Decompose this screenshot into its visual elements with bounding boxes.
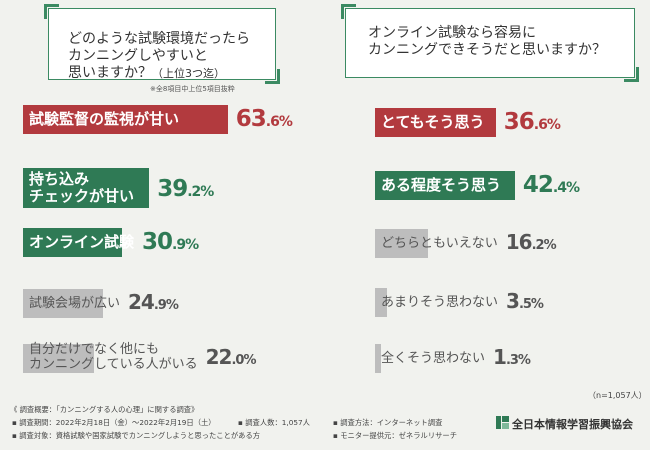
right-question-text: オンライン試験なら容易に カンニングできそうだと思いますか？ <box>368 25 606 58</box>
survey-count: ▪ 調査人数：1,057人 <box>238 418 310 427</box>
survey-method: ▪ 調査方法：インターネット調査 <box>333 418 443 427</box>
bar-label-left-0: 試験監督の監視が甘い <box>29 110 180 128</box>
bar-label-left-3: 試験会場が広い <box>29 296 121 311</box>
bar-left-1 <box>23 168 150 208</box>
bar-right-1 <box>375 171 515 200</box>
bar-label-right-1: ある程度そう思う <box>381 176 502 194</box>
value-label-left-0: 63.6% <box>235 106 293 132</box>
value-label-left-2: 30.9% <box>142 229 199 255</box>
survey-period: ▪ 調査期間：2022年2月18日（金）〜2022年2月19日（土） <box>12 418 216 427</box>
bar-label-right-2: どちらともいえない <box>381 236 498 251</box>
value-label-left-3: 24.9% <box>128 290 179 314</box>
bar-left-0 <box>23 105 228 134</box>
left-question-text: どのような試験環境だったら カンニングしやすいと 思いますか？（上位3つ迄） <box>68 14 250 82</box>
bar-label-right-0: とてもそう思う <box>381 113 485 131</box>
value-label-right-1: 42.4% <box>522 172 580 198</box>
value-label-right-4: 1.3% <box>493 345 531 369</box>
bar-right-0 <box>375 108 496 137</box>
value-label-right-3: 3.5% <box>506 289 544 313</box>
value-label-right-0: 36.6% <box>503 109 561 135</box>
survey-target: ▪ 調査対象：資格試験や国家試験でカンニングしようと思ったことがある方 <box>12 431 261 440</box>
organization-name: 全日本情報学習振興協会 <box>512 418 633 431</box>
bar-right-4 <box>375 344 381 373</box>
bar-left-4 <box>23 344 94 373</box>
bar-left-2 <box>23 228 123 257</box>
bar-left-3 <box>23 289 104 318</box>
bar-label-right-3: あまりそう思わない <box>381 295 499 310</box>
bar-right-2 <box>375 229 429 258</box>
survey-provider: ▪ モニター提供元：ゼネラルリサーチ <box>333 431 458 440</box>
organization-logo-icon <box>496 416 509 429</box>
bar-right-3 <box>375 288 387 317</box>
sample-size-label: （n=1,057人） <box>588 391 647 400</box>
left-note: ※全8項目中上位5項目抜粋 <box>150 85 235 93</box>
value-label-right-2: 16.2% <box>505 230 557 254</box>
left-question-main: どのような試験環境だったら カンニングしやすいと 思いますか？ <box>68 31 250 81</box>
survey-overview-title: 《 調査概要：「カンニングする人の心理」に関する調査》 <box>10 405 199 414</box>
bar-label-right-4: 全くそう思わない <box>381 351 486 366</box>
value-label-left-1: 39.2% <box>157 176 214 202</box>
bar-label-left-4: 自分だけでなく他にも カンニングしている人がいる <box>29 342 198 372</box>
value-label-left-4: 22.0% <box>205 345 257 369</box>
bar-label-left-1: 持ち込み チェックが甘い <box>29 170 135 205</box>
bar-label-left-2: オンライン試験 <box>29 233 135 251</box>
left-question-suffix: （上位3つ迄） <box>152 67 225 80</box>
right-question-box <box>341 4 639 82</box>
left-question-box <box>44 4 280 84</box>
